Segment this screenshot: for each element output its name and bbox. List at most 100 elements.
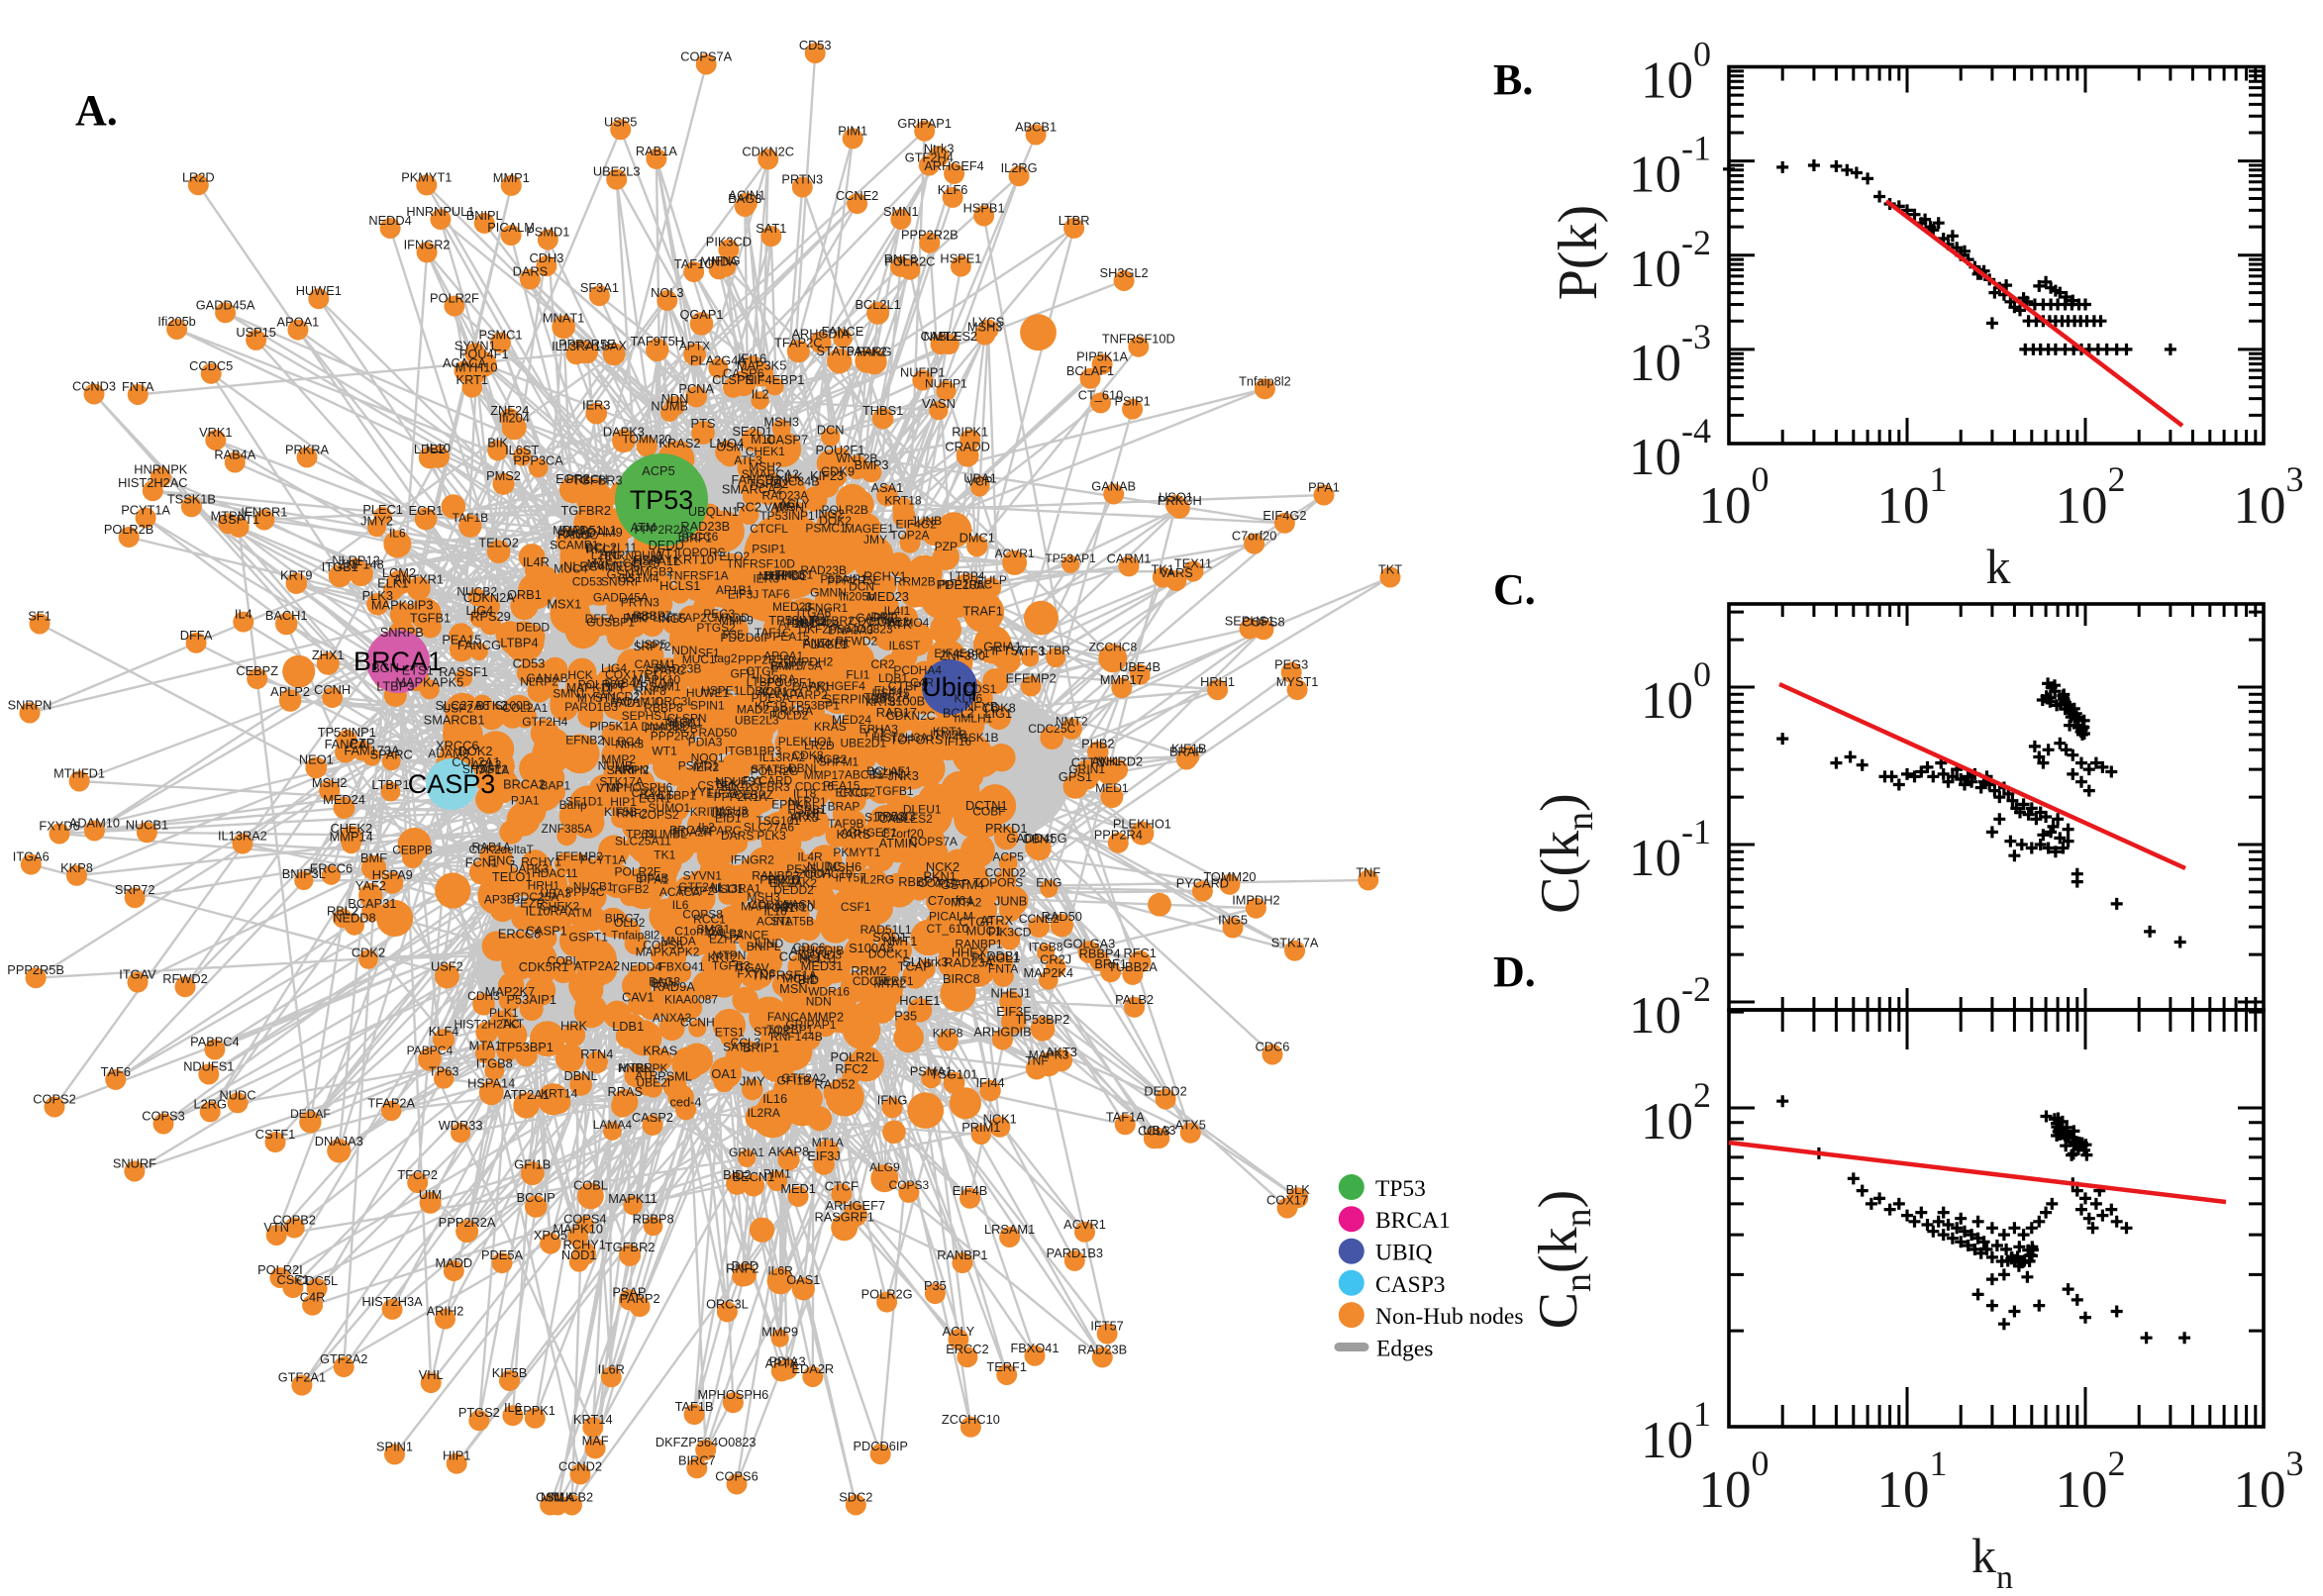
svg-text:PLEC1: PLEC1	[664, 717, 702, 731]
svg-text:RFWD2: RFWD2	[162, 971, 208, 986]
svg-text:USF2: USF2	[431, 959, 463, 974]
svg-text:SMN1: SMN1	[883, 204, 919, 219]
svg-text:KIF5B: KIF5B	[492, 1365, 528, 1380]
svg-text:USP5: USP5	[604, 114, 637, 129]
svg-text:CASP1: CASP1	[526, 923, 567, 938]
svg-text:BRAP: BRAP	[828, 800, 860, 814]
svg-text:EIF4G2: EIF4G2	[1262, 508, 1306, 523]
svg-text:Ubiq: Ubiq	[922, 672, 977, 702]
svg-text:IFI16: IFI16	[738, 350, 766, 365]
svg-text:NP: NP	[807, 805, 824, 819]
svg-text:PDCD6IP: PDCD6IP	[853, 1439, 907, 1453]
svg-text:IFNG: IFNG	[877, 1092, 908, 1107]
svg-text:EIF3F: EIF3F	[996, 1004, 1031, 1019]
svg-text:GSTM4: GSTM4	[941, 877, 984, 892]
svg-text:ZCCHC8: ZCCHC8	[1088, 640, 1137, 653]
svg-text:GRIA1: GRIA1	[729, 1146, 764, 1159]
svg-text:HUWE1: HUWE1	[296, 283, 342, 298]
svg-text:SHFM1: SHFM1	[819, 754, 859, 768]
svg-text:CTGF: CTGF	[959, 915, 993, 930]
svg-text:RCHY1: RCHY1	[563, 1237, 606, 1251]
svg-text:EIF4B: EIF4B	[953, 1183, 988, 1198]
svg-text:COX17: COX17	[1266, 1193, 1308, 1208]
svg-text:PARD1B3: PARD1B3	[1047, 1246, 1103, 1260]
svg-text:EIF3J: EIF3J	[807, 1148, 840, 1163]
svg-text:TELO2: TELO2	[478, 536, 519, 550]
svg-text:AKT3: AKT3	[1046, 1045, 1077, 1059]
svg-text:MSH2: MSH2	[312, 775, 348, 790]
svg-text:SPIN1: SPIN1	[376, 1439, 413, 1453]
svg-text:ACLY: ACLY	[943, 1324, 975, 1339]
svg-text:IL10RA: IL10RA	[526, 903, 568, 918]
svg-text:GFI1: GFI1	[730, 666, 757, 680]
svg-text:ERCC2: ERCC2	[946, 1342, 988, 1356]
svg-text:BNIPL: BNIPL	[466, 208, 503, 223]
svg-text:B.: B.	[1493, 55, 1533, 104]
svg-text:USP5: USP5	[636, 638, 667, 651]
svg-text:KRAS2: KRAS2	[659, 436, 701, 450]
svg-text:RAB4A: RAB4A	[214, 448, 255, 462]
svg-text:POLR2B: POLR2B	[104, 522, 154, 537]
svg-text:BMF: BMF	[360, 850, 387, 865]
svg-text:MMP1: MMP1	[493, 170, 530, 185]
svg-text:TP53INP1: TP53INP1	[768, 613, 827, 628]
svg-text:TKT: TKT	[1378, 562, 1402, 577]
svg-text:IL10: IL10	[426, 441, 451, 455]
svg-text:MMP9: MMP9	[761, 1325, 798, 1340]
svg-text:AKAP8: AKAP8	[768, 1145, 809, 1159]
svg-text:ced-4: ced-4	[669, 1094, 701, 1109]
svg-text:SNRPB: SNRPB	[380, 625, 424, 640]
svg-text:BRF1: BRF1	[1094, 956, 1127, 971]
svg-text:CDKN2C: CDKN2C	[742, 144, 794, 158]
svg-text:EIF4EBP1: EIF4EBP1	[746, 372, 805, 387]
svg-text:PDE5A: PDE5A	[481, 1247, 523, 1262]
svg-text:BRCA1: BRCA1	[1375, 1208, 1451, 1234]
svg-text:PSMD1: PSMD1	[526, 225, 569, 240]
svg-text:LDB1: LDB1	[612, 1019, 644, 1034]
svg-text:NUCB1: NUCB1	[126, 817, 168, 832]
svg-text:ING2: ING2	[815, 507, 845, 522]
svg-text:KRT1: KRT1	[456, 372, 488, 387]
svg-text:DPT: DPT	[870, 609, 896, 624]
svg-text:MAPK11: MAPK11	[608, 1191, 657, 1206]
svg-text:KKP8: KKP8	[60, 860, 93, 875]
svg-text:RFC1: RFC1	[1123, 946, 1156, 960]
svg-text:ZNF24: ZNF24	[490, 403, 529, 418]
svg-text:IL13RA2: IL13RA2	[218, 829, 267, 844]
svg-text:ERCC6: ERCC6	[310, 860, 353, 875]
svg-text:DCTN1: DCTN1	[965, 798, 1008, 813]
svg-text:COBL: COBL	[573, 1178, 608, 1193]
svg-text:NUFIP1: NUFIP1	[900, 365, 946, 380]
svg-text:HIST2H3A: HIST2H3A	[362, 1294, 424, 1309]
svg-text:BCLAF1: BCLAF1	[1066, 363, 1114, 378]
svg-text:TRAF1: TRAF1	[962, 604, 1003, 619]
svg-text:ATM: ATM	[631, 520, 656, 535]
svg-text:MED1: MED1	[1095, 781, 1129, 795]
svg-text:USO1: USO1	[1159, 490, 1193, 505]
svg-text:NLRP2: NLRP2	[520, 675, 558, 689]
svg-text:IL4: IL4	[814, 637, 831, 650]
svg-text:STAT5B: STAT5B	[770, 914, 814, 928]
svg-text:TP53: TP53	[1375, 1176, 1426, 1202]
svg-text:KLF6: KLF6	[938, 182, 968, 197]
svg-text:ACIN1: ACIN1	[729, 188, 766, 203]
svg-text:BIRC8: BIRC8	[943, 971, 980, 986]
svg-text:IL2: IL2	[752, 386, 769, 401]
svg-text:RC2: RC2	[736, 499, 761, 514]
svg-text:OLD2: OLD2	[614, 916, 646, 930]
svg-text:PHB2: PHB2	[1081, 737, 1114, 751]
svg-text:IL2RG: IL2RG	[1001, 160, 1038, 175]
svg-text:DCN: DCN	[817, 423, 845, 438]
svg-text:Banp: Banp	[559, 798, 587, 812]
svg-text:PPP2R2B: PPP2R2B	[901, 228, 959, 243]
svg-text:PTS: PTS	[691, 416, 716, 431]
svg-text:NQO1: NQO1	[691, 750, 725, 764]
svg-text:PABPC4: PABPC4	[407, 1044, 454, 1057]
svg-text:GRIPAP1: GRIPAP1	[897, 116, 952, 131]
svg-text:TP53I3: TP53I3	[874, 809, 915, 824]
svg-text:FNTA: FNTA	[122, 379, 154, 394]
svg-text:BID2: BID2	[723, 1167, 751, 1182]
svg-text:CEBPZ: CEBPZ	[236, 663, 278, 678]
svg-text:SDC2: SDC2	[839, 1490, 872, 1505]
svg-text:ABCB1: ABCB1	[1015, 120, 1057, 135]
